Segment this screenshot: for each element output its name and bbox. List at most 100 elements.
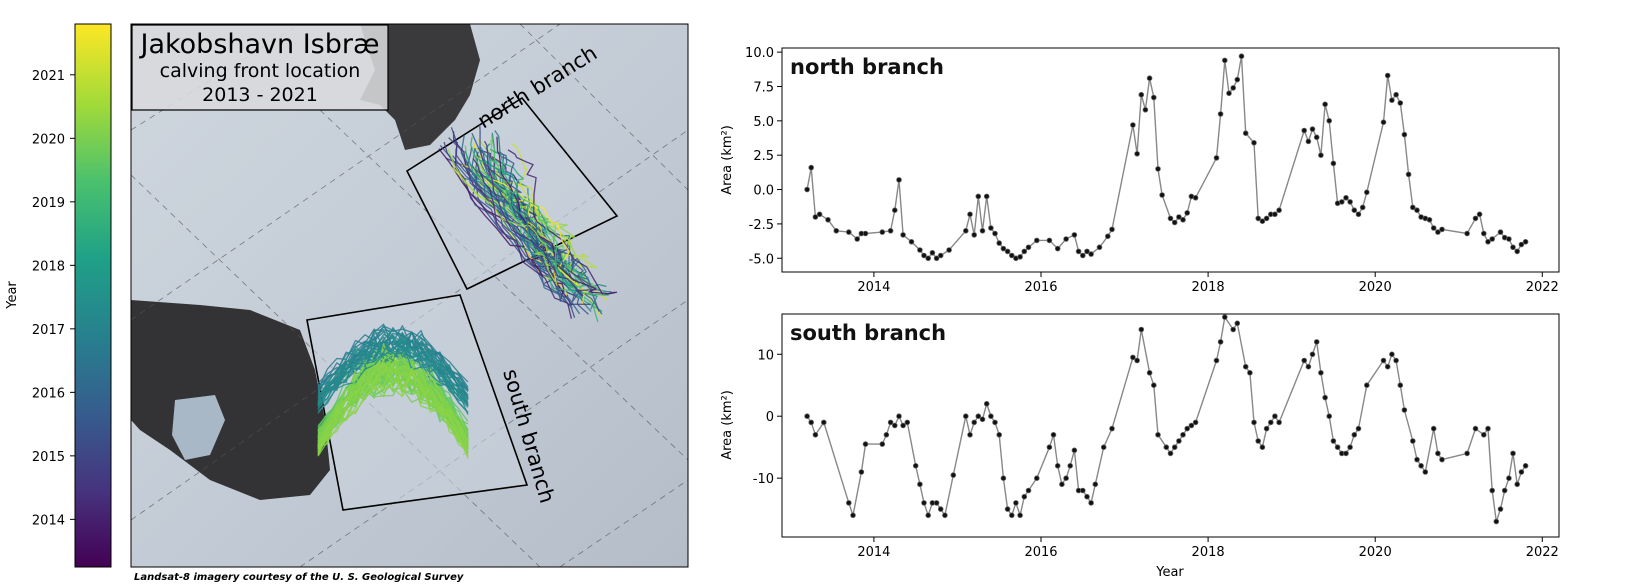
south-data-point xyxy=(1146,369,1153,376)
south-data-point xyxy=(1230,326,1236,333)
north-xtick-label: 2022 xyxy=(1526,280,1559,295)
north-data-point xyxy=(1330,160,1337,167)
south-data-point xyxy=(1100,444,1107,451)
map-date-range: 2013 - 2021 xyxy=(202,84,318,106)
south-data-point xyxy=(1309,351,1316,358)
north-data-point xyxy=(1217,111,1224,117)
south-data-point xyxy=(1184,425,1190,432)
north-data-point xyxy=(1472,215,1479,222)
north-data-point xyxy=(1476,211,1483,218)
north-data-point xyxy=(1389,97,1395,103)
north-data-point xyxy=(967,211,973,218)
north-data-point xyxy=(1506,236,1512,242)
north-data-point xyxy=(900,232,906,238)
south-data-point xyxy=(1464,450,1470,457)
south-data-point xyxy=(1322,394,1328,401)
north-data-point xyxy=(1171,219,1178,226)
south-data-point xyxy=(1489,487,1495,494)
north-data-point xyxy=(1008,252,1015,259)
north-data-point xyxy=(1071,232,1078,238)
north-data-point xyxy=(1309,126,1316,132)
north-data-point xyxy=(1514,248,1520,255)
south-data-point xyxy=(887,419,894,426)
north-data-point xyxy=(1034,237,1040,244)
north-front-line xyxy=(472,152,576,273)
north-xtick-label: 2020 xyxy=(1359,280,1392,295)
north-data-point xyxy=(1380,119,1387,125)
south-data-point xyxy=(975,413,982,420)
north-data-point xyxy=(908,239,915,245)
south-data-point xyxy=(1213,357,1220,364)
south-data-point xyxy=(1410,438,1416,444)
south-data-point xyxy=(1330,438,1337,444)
map-frame xyxy=(130,23,689,568)
north-data-point xyxy=(891,207,898,214)
south-data-point xyxy=(845,500,852,506)
south-data-point xyxy=(1313,339,1320,345)
colorbar-tick-label: 2019 xyxy=(32,196,65,211)
north-data-point xyxy=(1080,252,1086,259)
north-data-point xyxy=(1167,215,1174,222)
south-panel-title: south branch xyxy=(790,321,946,345)
north-data-point xyxy=(887,228,894,234)
north-data-point xyxy=(1222,57,1228,64)
south-data-point xyxy=(808,419,814,426)
north-data-point xyxy=(1192,195,1199,201)
north-data-point xyxy=(1326,118,1332,124)
south-data-point xyxy=(904,419,911,426)
south-data-point xyxy=(1355,425,1362,432)
south-data-point xyxy=(1263,425,1270,432)
south-data-point xyxy=(1084,493,1090,500)
colorbar-tick-label: 2021 xyxy=(32,69,65,84)
colorbar-tick-label: 2020 xyxy=(32,132,65,147)
south-data-point xyxy=(1013,500,1019,506)
north-data-point xyxy=(1343,195,1349,201)
north-data-point xyxy=(1151,94,1157,101)
south-ytick-label: 0 xyxy=(766,410,774,425)
south-data-point xyxy=(1276,419,1282,426)
south-xtick-label: 2016 xyxy=(1024,545,1057,560)
north-data-point xyxy=(1522,239,1529,245)
north-data-point xyxy=(996,240,1002,246)
south-data-point xyxy=(1397,382,1404,389)
north-data-point xyxy=(845,229,852,235)
south-ytick-label: -10 xyxy=(753,472,774,487)
south-data-point xyxy=(1522,462,1529,469)
south-data-point xyxy=(933,500,940,506)
south-data-point xyxy=(1435,450,1441,457)
north-data-point xyxy=(917,247,923,253)
south-data-point xyxy=(858,469,865,475)
south-data-point xyxy=(979,416,986,423)
north-data-point xyxy=(1518,241,1525,248)
south-data-point xyxy=(1017,512,1023,519)
north-data-point xyxy=(1238,53,1245,59)
north-data-point xyxy=(979,228,986,234)
north-data-point xyxy=(1105,233,1111,240)
south-series xyxy=(804,314,1529,525)
south-data-point xyxy=(1497,506,1504,512)
south-front-line xyxy=(317,330,469,392)
north-data-point xyxy=(1096,244,1103,251)
south-data-point xyxy=(883,431,890,438)
south-data-point xyxy=(1088,500,1094,506)
south-data-point xyxy=(900,422,906,429)
north-front-line xyxy=(447,148,549,270)
north-data-point xyxy=(1397,100,1404,106)
north-data-point xyxy=(1213,155,1220,161)
north-front-line xyxy=(478,159,576,288)
north-xtick-label: 2014 xyxy=(857,280,890,295)
north-data-point xyxy=(1347,199,1353,205)
north-data-point xyxy=(1497,229,1504,235)
south-front-line xyxy=(317,336,469,401)
north-data-point xyxy=(1146,75,1153,81)
south-data-point xyxy=(1046,444,1053,451)
north-data-point xyxy=(992,230,998,237)
south-series-line xyxy=(806,315,1527,522)
south-branch-panel: south branch Area (km²) Year 2014 2016 201… xyxy=(720,313,1560,580)
south-data-point xyxy=(1151,382,1157,389)
south-data-point xyxy=(1389,351,1395,358)
south-data-point xyxy=(1384,363,1391,370)
south-box xyxy=(306,294,529,511)
north-data-point xyxy=(816,211,823,218)
north-data-point xyxy=(1259,218,1266,225)
